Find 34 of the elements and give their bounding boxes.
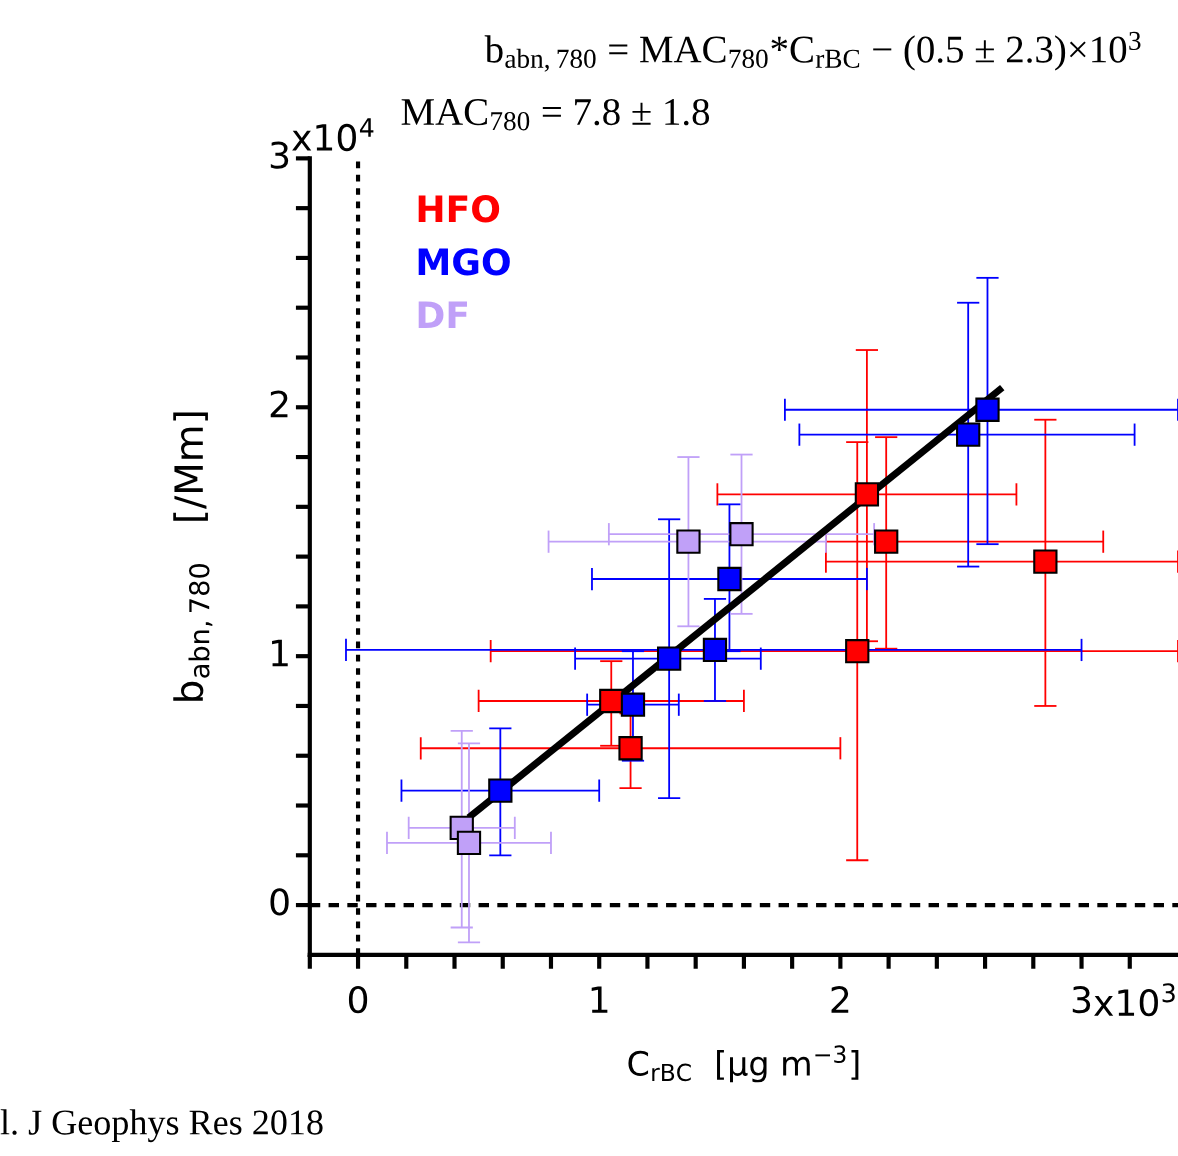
point <box>717 566 742 592</box>
text: DF <box>418 301 467 328</box>
x-axis-title: C$_{rBC}$ [μg m$^{−3}$] <box>628 1045 859 1083</box>
point <box>729 522 754 547</box>
y-tick-label: 0 <box>270 888 289 916</box>
point <box>956 422 981 447</box>
point <box>702 637 728 663</box>
y-tick-label: 2 <box>270 390 288 418</box>
point <box>854 482 880 507</box>
x-tick-label: 1 <box>591 986 608 1013</box>
point <box>845 639 870 664</box>
point <box>599 688 624 714</box>
point <box>488 778 513 803</box>
y-tick-label: 1 <box>272 639 288 667</box>
point <box>456 830 482 855</box>
text: x10$^{4}$ <box>292 118 374 152</box>
text: x10$^{3}$ <box>1094 983 1175 1017</box>
text: MGO <box>418 248 510 276</box>
text: l. J Geophys Res 2018 <box>0 1109 323 1143</box>
chart-subtitle: MAC$_{780}$ = 7.8 ± 1.8 <box>401 98 710 131</box>
text: HFO <box>418 195 500 223</box>
point <box>657 646 682 671</box>
point <box>620 692 646 717</box>
point <box>975 397 1000 422</box>
x-tick-label: 0 <box>348 986 368 1014</box>
x-tick-label: 3 <box>1072 986 1091 1014</box>
point <box>618 736 643 761</box>
x-tick-label: 2 <box>831 986 849 1013</box>
point <box>1033 549 1058 574</box>
text: b$_{abn,780}$ [/Mm] <box>173 412 213 701</box>
y-tick-label: 3 <box>270 141 289 169</box>
chart-title: b$_{abn,780}$ = MAC$_{780}$*C$_{rBC}$ − (0.5 ± 2.3)×10$^{3}$ <box>484 31 1141 72</box>
point <box>874 529 899 554</box>
point <box>676 529 701 554</box>
